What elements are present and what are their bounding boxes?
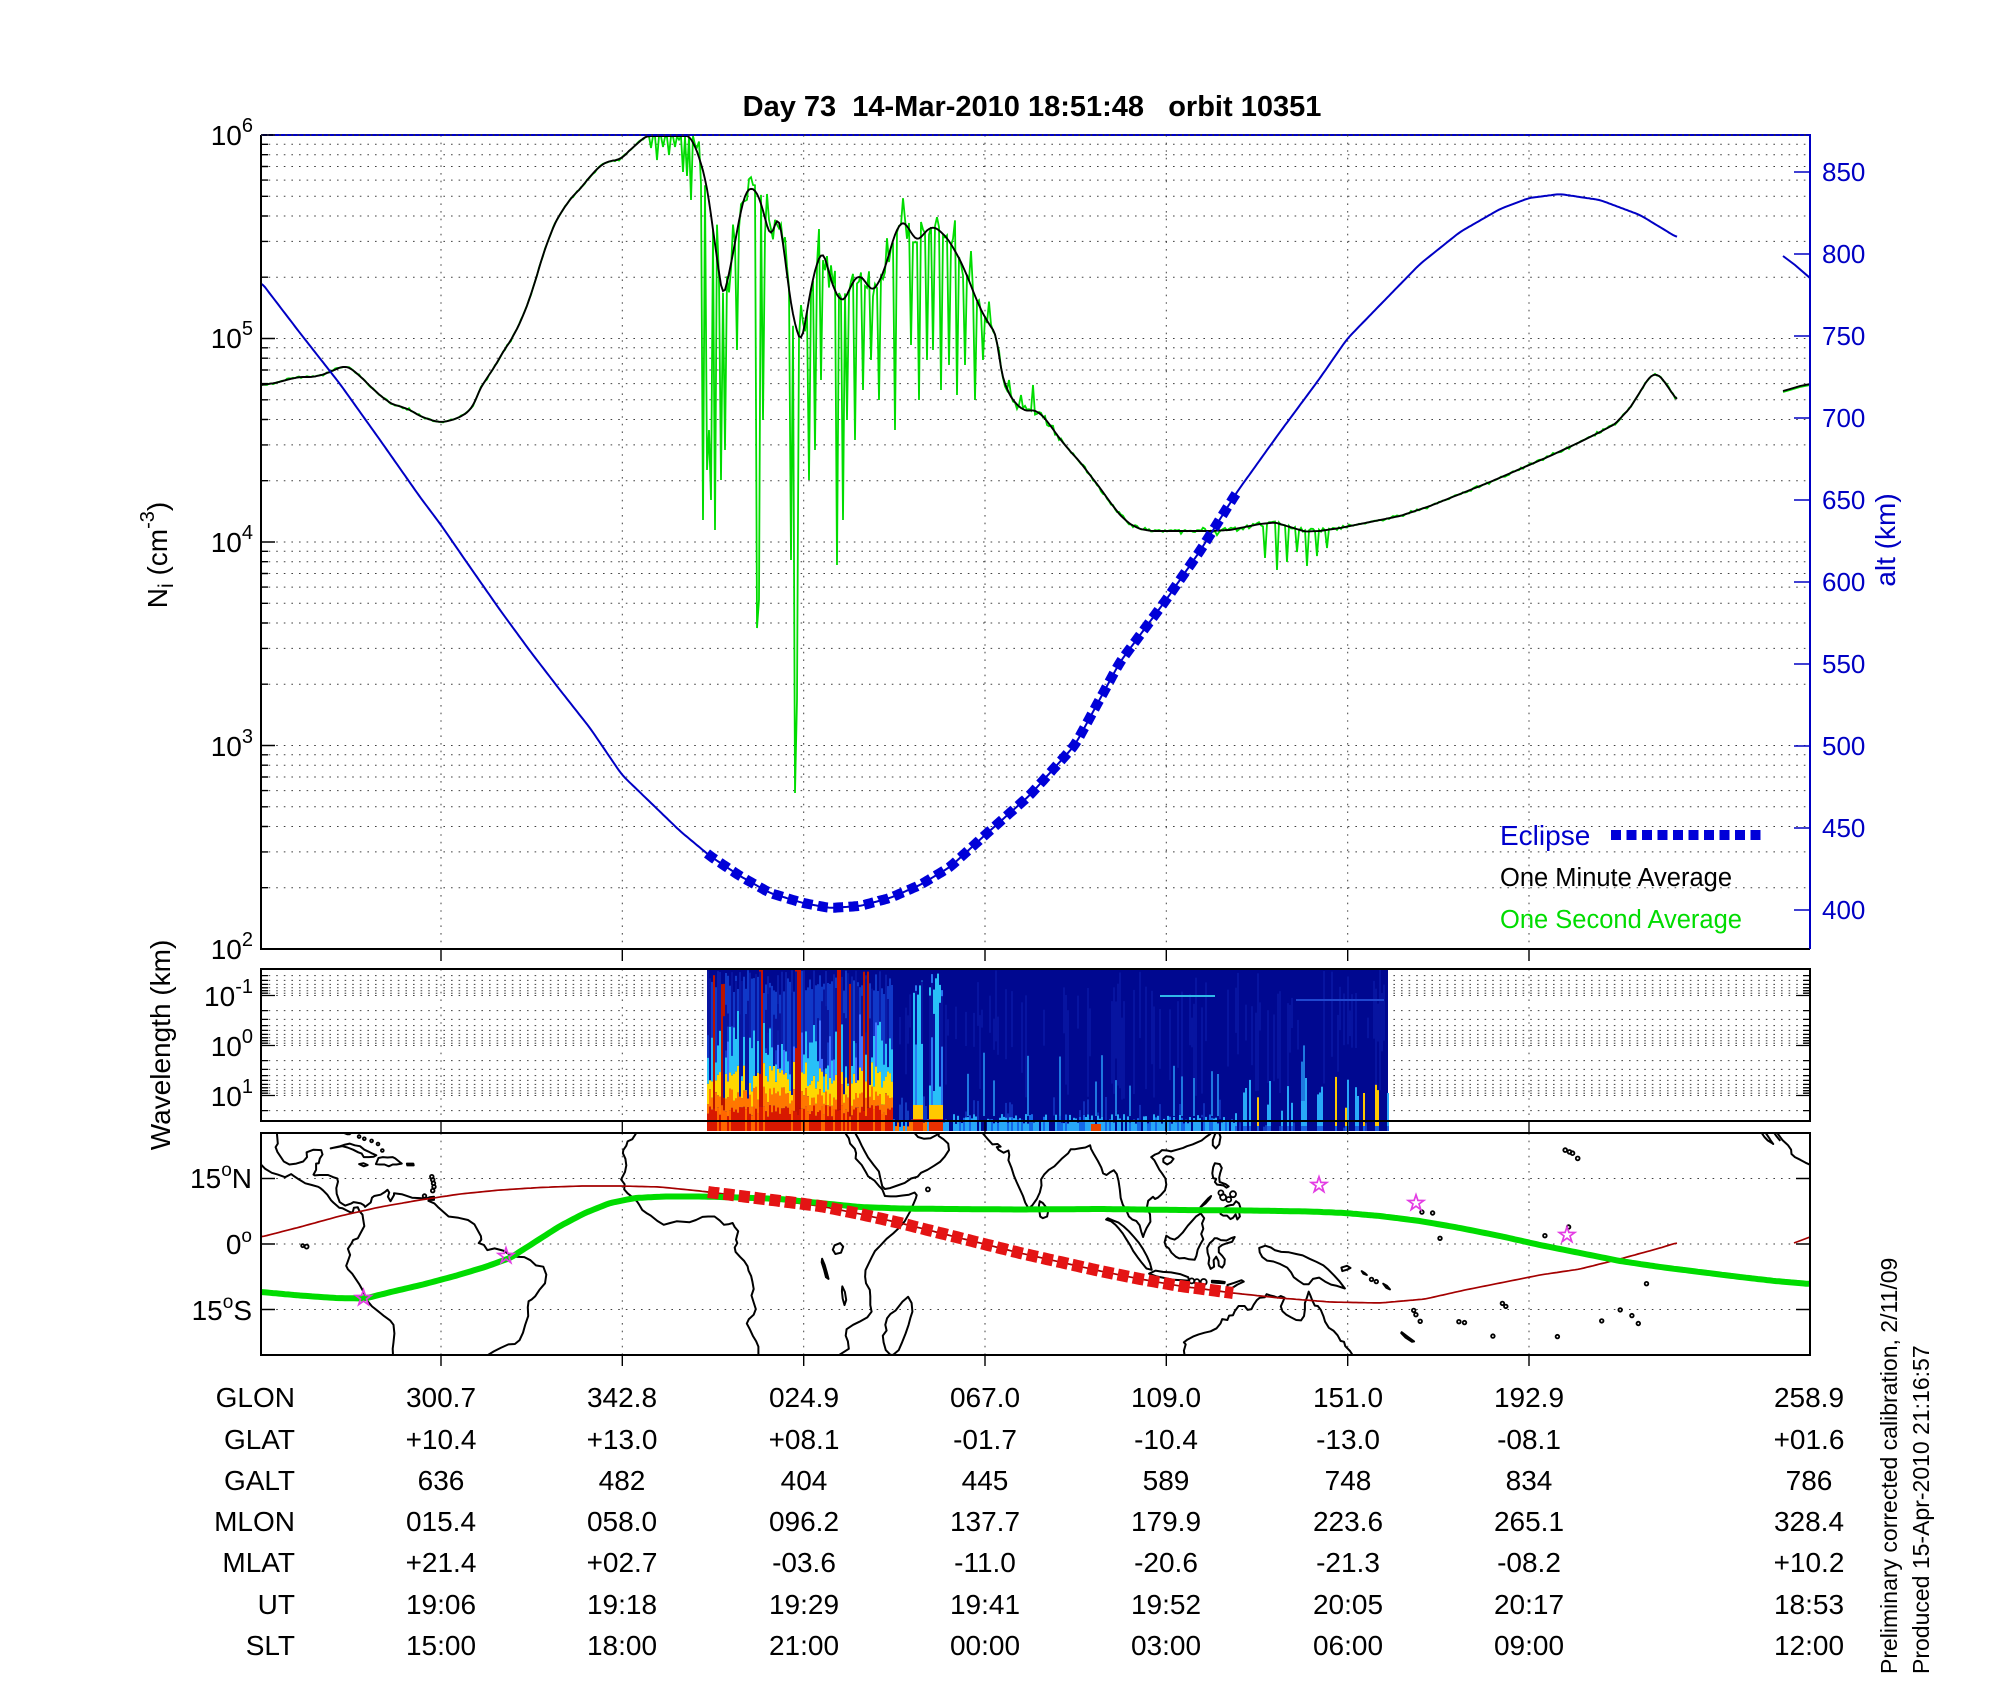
svg-text:19:41: 19:41 bbox=[950, 1589, 1020, 1620]
svg-text:-08.1: -08.1 bbox=[1497, 1424, 1561, 1455]
svg-text:450: 450 bbox=[1822, 813, 1865, 843]
svg-text:589: 589 bbox=[1143, 1465, 1190, 1496]
svg-text:650: 650 bbox=[1822, 485, 1865, 515]
svg-text:550: 550 bbox=[1822, 649, 1865, 679]
svg-text:800: 800 bbox=[1822, 239, 1865, 269]
svg-text:15:00: 15:00 bbox=[406, 1630, 476, 1661]
svg-text:058.0: 058.0 bbox=[587, 1506, 657, 1537]
svg-text:One Minute Average: One Minute Average bbox=[1500, 864, 1732, 892]
svg-text:21:00: 21:00 bbox=[769, 1630, 839, 1661]
svg-text:10-1: 10-1 bbox=[204, 976, 253, 1012]
svg-text:09:00: 09:00 bbox=[1494, 1630, 1564, 1661]
svg-text:-01.7: -01.7 bbox=[953, 1424, 1017, 1455]
svg-text:MLON: MLON bbox=[214, 1506, 295, 1537]
svg-text:+21.4: +21.4 bbox=[406, 1547, 477, 1578]
svg-text:223.6: 223.6 bbox=[1313, 1506, 1383, 1537]
svg-text:+13.0: +13.0 bbox=[587, 1424, 658, 1455]
svg-text:15oS: 15oS bbox=[192, 1292, 252, 1326]
svg-text:192.9: 192.9 bbox=[1494, 1382, 1564, 1413]
svg-text:096.2: 096.2 bbox=[769, 1506, 839, 1537]
svg-text:636: 636 bbox=[418, 1465, 465, 1496]
svg-text:101: 101 bbox=[211, 1076, 253, 1112]
svg-text:12:00: 12:00 bbox=[1774, 1630, 1844, 1661]
svg-text:786: 786 bbox=[1786, 1465, 1833, 1496]
svg-text:+10.2: +10.2 bbox=[1774, 1547, 1845, 1578]
svg-text:19:06: 19:06 bbox=[406, 1589, 476, 1620]
svg-text:103: 103 bbox=[211, 726, 253, 762]
svg-text:Wavelength (km): Wavelength (km) bbox=[145, 940, 176, 1151]
svg-text:834: 834 bbox=[1506, 1465, 1553, 1496]
svg-text:SLT: SLT bbox=[246, 1630, 295, 1661]
svg-text:+10.4: +10.4 bbox=[406, 1424, 477, 1455]
svg-text:+08.1: +08.1 bbox=[769, 1424, 840, 1455]
svg-text:700: 700 bbox=[1822, 403, 1865, 433]
svg-text:18:53: 18:53 bbox=[1774, 1589, 1844, 1620]
svg-text:342.8: 342.8 bbox=[587, 1382, 657, 1413]
svg-text:100: 100 bbox=[211, 1026, 253, 1062]
svg-text:GLON: GLON bbox=[216, 1382, 295, 1413]
svg-text:-10.4: -10.4 bbox=[1134, 1424, 1198, 1455]
svg-text:19:52: 19:52 bbox=[1131, 1589, 1201, 1620]
svg-text:-13.0: -13.0 bbox=[1316, 1424, 1380, 1455]
svg-text:179.9: 179.9 bbox=[1131, 1506, 1201, 1537]
svg-text:400: 400 bbox=[1822, 895, 1865, 925]
svg-text:015.4: 015.4 bbox=[406, 1506, 476, 1537]
svg-text:+01.6: +01.6 bbox=[1774, 1424, 1845, 1455]
svg-text:03:00: 03:00 bbox=[1131, 1630, 1201, 1661]
svg-text:00:00: 00:00 bbox=[950, 1630, 1020, 1661]
svg-text:One Second Average: One Second Average bbox=[1500, 906, 1742, 934]
svg-text:20:05: 20:05 bbox=[1313, 1589, 1383, 1620]
svg-text:+02.7: +02.7 bbox=[587, 1547, 658, 1578]
svg-text:105: 105 bbox=[211, 318, 253, 354]
svg-text:-20.6: -20.6 bbox=[1134, 1547, 1198, 1578]
svg-text:445: 445 bbox=[962, 1465, 1009, 1496]
svg-text:106: 106 bbox=[211, 115, 253, 151]
svg-text:15oN: 15oN bbox=[190, 1160, 252, 1194]
svg-text:750: 750 bbox=[1822, 321, 1865, 351]
svg-text:Eclipse: Eclipse bbox=[1500, 820, 1590, 851]
svg-text:258.9: 258.9 bbox=[1774, 1382, 1844, 1413]
svg-text:-11.0: -11.0 bbox=[954, 1547, 1016, 1578]
svg-text:850: 850 bbox=[1822, 157, 1865, 187]
svg-text:102: 102 bbox=[211, 929, 253, 965]
svg-text:Produced 15-Apr-2010 21:16:57: Produced 15-Apr-2010 21:16:57 bbox=[1908, 1345, 1934, 1674]
svg-text:-21.3: -21.3 bbox=[1316, 1547, 1380, 1578]
svg-text:MLAT: MLAT bbox=[222, 1547, 295, 1578]
svg-text:Preliminary corrected calibrat: Preliminary corrected calibration, 2/11/… bbox=[1876, 1258, 1902, 1674]
svg-text:109.0: 109.0 bbox=[1131, 1382, 1201, 1413]
svg-text:482: 482 bbox=[599, 1465, 646, 1496]
svg-text:-08.2: -08.2 bbox=[1497, 1547, 1561, 1578]
svg-text:19:29: 19:29 bbox=[769, 1589, 839, 1620]
svg-text:300.7: 300.7 bbox=[406, 1382, 476, 1413]
svg-text:20:17: 20:17 bbox=[1494, 1589, 1564, 1620]
svg-text:404: 404 bbox=[781, 1465, 828, 1496]
svg-text:151.0: 151.0 bbox=[1313, 1382, 1383, 1413]
svg-text:500: 500 bbox=[1822, 731, 1865, 761]
svg-text:024.9: 024.9 bbox=[769, 1382, 839, 1413]
svg-text:104: 104 bbox=[211, 522, 253, 558]
svg-text:GALT: GALT bbox=[224, 1465, 295, 1496]
svg-text:067.0: 067.0 bbox=[950, 1382, 1020, 1413]
svg-text:-03.6: -03.6 bbox=[772, 1547, 836, 1578]
svg-text:748: 748 bbox=[1325, 1465, 1372, 1496]
svg-text:600: 600 bbox=[1822, 567, 1865, 597]
svg-text:137.7: 137.7 bbox=[950, 1506, 1020, 1537]
svg-text:06:00: 06:00 bbox=[1313, 1630, 1383, 1661]
svg-text:328.4: 328.4 bbox=[1774, 1506, 1844, 1537]
svg-text:UT: UT bbox=[258, 1589, 295, 1620]
svg-text:Day 73 14-Mar-2010 18:51:48: Day 73 14-Mar-2010 18:51:48 orbit 10351 bbox=[743, 91, 1322, 123]
svg-text:alt (km): alt (km) bbox=[1870, 493, 1901, 586]
svg-text:265.1: 265.1 bbox=[1494, 1506, 1564, 1537]
svg-text:18:00: 18:00 bbox=[587, 1630, 657, 1661]
svg-text:GLAT: GLAT bbox=[224, 1424, 295, 1455]
svg-text:19:18: 19:18 bbox=[587, 1589, 657, 1620]
